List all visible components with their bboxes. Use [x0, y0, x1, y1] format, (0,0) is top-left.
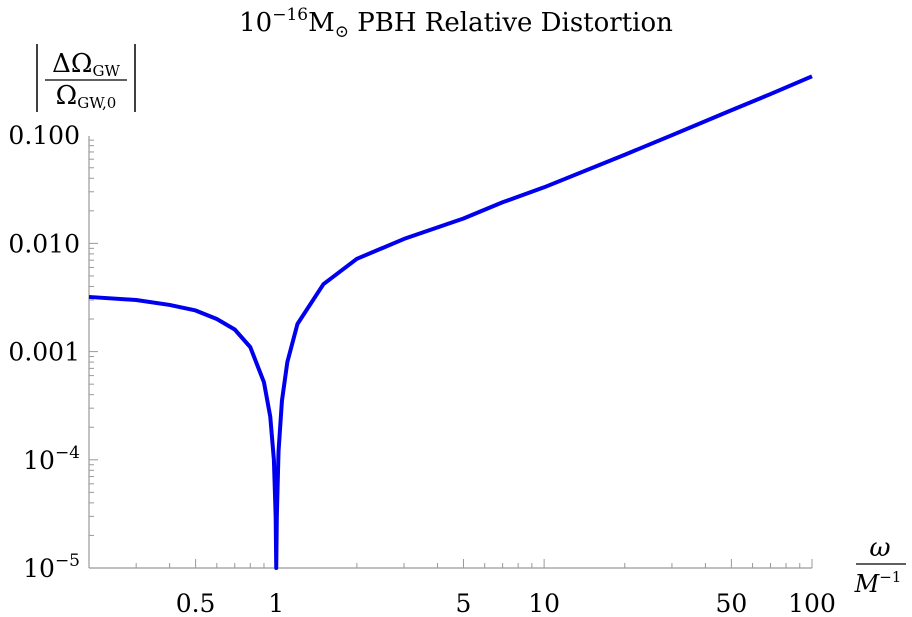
- x-tick-label: 10: [528, 589, 560, 617]
- chart-title: 10−16M⊙ PBH Relative Distortion: [239, 5, 673, 42]
- y-tick-label: 10−4: [23, 443, 80, 475]
- tick-marks: [88, 139, 813, 569]
- y-label-denominator: ΩGW,0: [56, 81, 117, 112]
- x-label-denominator: M−1: [854, 568, 902, 598]
- x-tick-label: 5: [456, 589, 472, 617]
- y-axis-label: ΔΩGW ΩGW,0: [36, 44, 136, 112]
- x-tick-label: 100: [788, 589, 836, 617]
- x-tick-label: 0.5: [176, 589, 216, 617]
- x-tick-label: 1: [268, 589, 284, 617]
- series-line: [88, 74, 813, 570]
- y-label-numerator: ΔΩGW: [52, 49, 120, 80]
- tick-labels: 0.5 1 5 10 50 100 10−5 10−4 0.001 0.010 0.100: [8, 121, 835, 617]
- x-label-numerator: ω: [869, 533, 890, 563]
- series-layer: [88, 74, 813, 570]
- axes: [88, 136, 812, 569]
- x-tick-label: 50: [715, 589, 747, 617]
- x-axis-label: ω M−1: [854, 533, 906, 598]
- y-tick-label: 0.001: [8, 338, 80, 367]
- y-tick-label: 0.010: [8, 229, 80, 258]
- y-tick-label: 0.100: [8, 121, 80, 150]
- y-tick-label: 10−5: [23, 551, 80, 583]
